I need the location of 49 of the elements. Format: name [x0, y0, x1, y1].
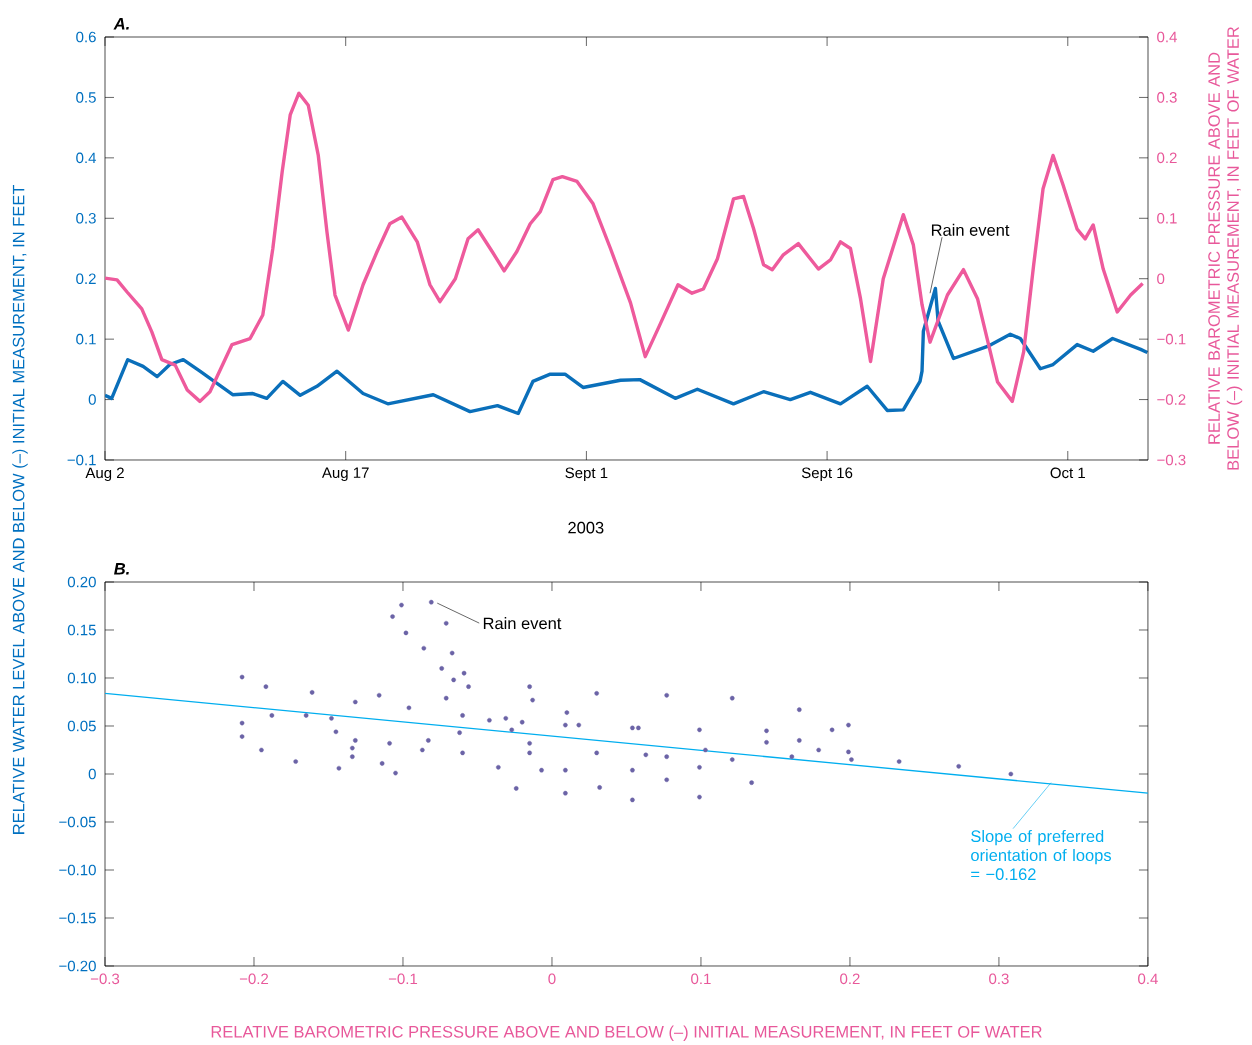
- y2-tick-label: 0.3: [1157, 92, 1177, 103]
- chart-title: A.: [113, 18, 129, 30]
- y-tick-label: 0.4: [76, 152, 97, 164]
- y-tick-label: 0: [88, 394, 96, 405]
- chart-title: B.: [114, 563, 129, 575]
- y-tick-label: −0.1: [67, 454, 96, 466]
- y-tick-label: 0.05: [67, 720, 96, 732]
- x-axis-title: 2003: [568, 521, 604, 534]
- y2-tick-label: −0.3: [1157, 454, 1186, 466]
- annotation: Slope of preferred orientation of loops = −0.162: [971, 829, 1111, 881]
- x-tick-label: −0.2: [239, 973, 269, 985]
- x-tick-label: 0: [548, 973, 556, 985]
- y2-axis-title: RELATIVE BAROMETRIC PRESSURE ABOVE AND BELOW (–) INITIAL MEASUREMENT, IN FEET OF WATER: [1208, 26, 1243, 470]
- y2-tick-label: −0.2: [1157, 394, 1186, 405]
- y2-tick-label: 0.2: [1157, 152, 1177, 164]
- x-tick-label: −0.1: [388, 973, 418, 985]
- y-tick-label: 0.2: [76, 273, 96, 285]
- line-series: [105, 286, 1149, 416]
- x-tick-label: 0.4: [1138, 973, 1158, 985]
- x-tick-label: Aug 17: [321, 467, 369, 481]
- y-tick-label: 0.15: [67, 624, 96, 636]
- y-tick-label: 0.5: [76, 92, 96, 103]
- x-tick-label: 0.1: [691, 973, 711, 985]
- y-tick-label: −0.10: [59, 864, 96, 876]
- y2-tick-label: −0.1: [1157, 333, 1186, 345]
- x-tick-label: 0.3: [989, 973, 1009, 985]
- x-tick-label: Sept 1: [565, 467, 608, 482]
- y-tick-label: 0.10: [67, 672, 96, 684]
- x-axis-title: RELATIVE BAROMETRIC PRESSURE ABOVE AND BELOW (–) INITIAL MEASUREMENT, IN FEET OF WATER: [211, 1025, 1042, 1041]
- y-tick-label: 0.20: [67, 576, 96, 588]
- annotation: Rain event: [931, 223, 1010, 236]
- x-tick-label: −0.3: [90, 973, 120, 985]
- annotation: Rain event: [483, 617, 562, 630]
- x-tick-label: Aug 2: [85, 467, 124, 482]
- y-tick-label: 0: [88, 768, 96, 780]
- y-tick-label: −0.20: [59, 960, 96, 972]
- x-tick-label: Sept 16: [801, 467, 853, 482]
- y-tick-label: 0.6: [76, 31, 96, 43]
- y2-tick-label: 0: [1157, 273, 1165, 285]
- y-tick-label: 0.3: [76, 212, 96, 224]
- y-tick-label: 0.1: [76, 333, 96, 345]
- x-tick-label: Oct 1: [1050, 467, 1085, 479]
- y2-tick-label: 0.1: [1157, 212, 1177, 224]
- line-series: [105, 91, 1145, 404]
- y-tick-label: −0.05: [59, 816, 96, 828]
- x-tick-label: 0.2: [840, 973, 860, 985]
- y2-tick-label: 0.4: [1157, 31, 1177, 43]
- y-axis-title: RELATIVE WATER LEVEL ABOVE AND BELOW (–) INITIAL MEASUREMENT, IN FEET: [12, 184, 28, 834]
- y-tick-label: −0.15: [59, 912, 96, 924]
